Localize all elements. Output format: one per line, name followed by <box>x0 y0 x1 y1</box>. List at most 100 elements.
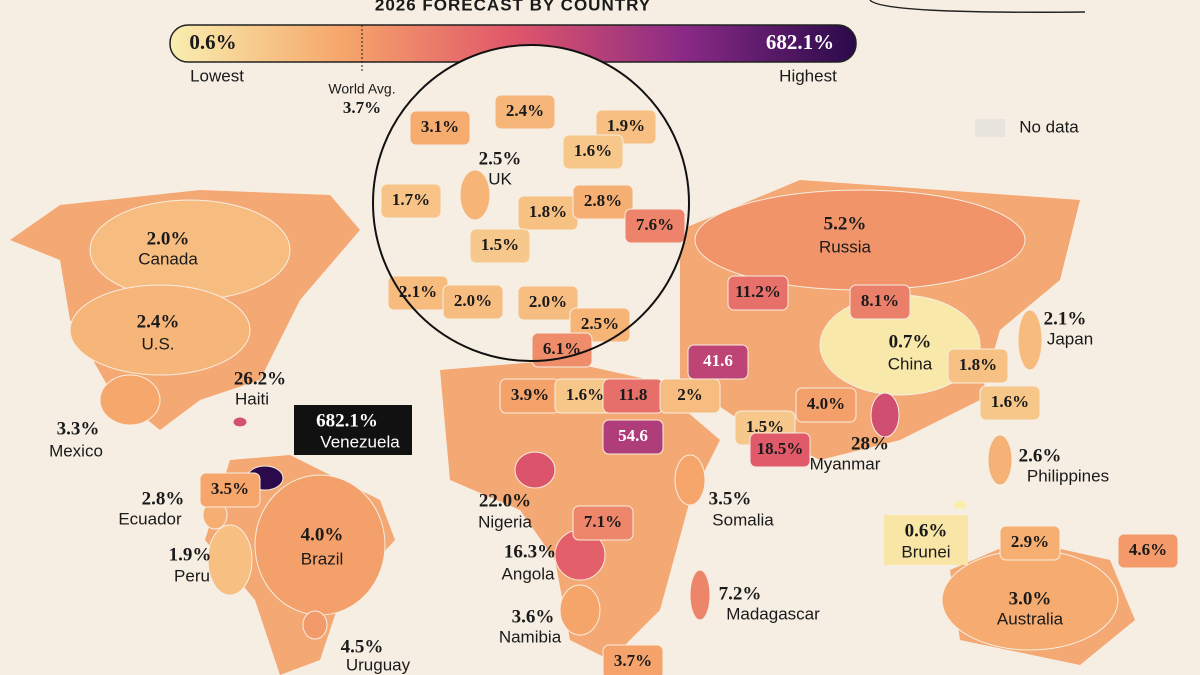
country-name: Brunei <box>901 542 950 561</box>
value-label: 41.6 <box>703 351 733 370</box>
value-label: 6.1% <box>543 339 581 358</box>
region-shape <box>572 184 634 220</box>
country-name: Peru <box>174 566 210 585</box>
country-name: Somalia <box>712 510 774 529</box>
country-name: Myanmar <box>810 454 881 473</box>
value-label: 28% <box>851 433 889 454</box>
region-shape <box>659 378 721 414</box>
value-label: 3.9% <box>511 385 549 404</box>
value-label: 1.5% <box>481 235 519 254</box>
value-label: 3.6% <box>512 606 555 627</box>
value-label: 2.8% <box>584 191 622 210</box>
country-shape <box>232 416 248 428</box>
country-shape <box>99 374 161 426</box>
region-shape <box>531 332 593 368</box>
country-name: Canada <box>138 249 198 268</box>
value-label: 26.2% <box>234 368 286 389</box>
value-label: 4.5% <box>341 636 384 657</box>
country-shape <box>459 169 491 221</box>
value-label: 3.1% <box>421 117 459 136</box>
value-label: 2.4% <box>506 101 544 120</box>
country-name: Uruguay <box>346 655 411 674</box>
value-label: 1.7% <box>392 190 430 209</box>
country-name: Angola <box>502 564 555 583</box>
value-label: 22.0% <box>479 490 531 511</box>
value-label: 4.6% <box>1129 540 1167 559</box>
country-shape <box>514 451 556 489</box>
country-name: Mexico <box>49 441 103 460</box>
value-label: 3.0% <box>1009 588 1052 609</box>
value-label: 2.5% <box>581 314 619 333</box>
value-label: 2% <box>677 385 703 404</box>
country-name: U.S. <box>141 334 174 353</box>
country-shape <box>689 569 711 621</box>
region-shape <box>409 110 471 146</box>
country-name: Australia <box>997 609 1064 628</box>
legend-low: Lowest <box>190 66 244 85</box>
value-label: 8.1% <box>861 291 899 310</box>
label-box <box>294 405 412 455</box>
region-shape <box>442 284 504 320</box>
country-shape <box>987 434 1013 486</box>
value-label: 5.2% <box>824 213 867 234</box>
country-name: Philippines <box>1027 466 1109 485</box>
value-label: 1.5% <box>746 417 784 436</box>
labels: 2.0%Canada2.4%U.S.3.3%Mexico26.2%Haiti68… <box>49 101 1167 675</box>
region-shape <box>602 644 664 675</box>
value-label: 2.0% <box>147 228 190 249</box>
country-shape <box>674 454 706 506</box>
value-label: 1.8% <box>529 202 567 221</box>
title: 2026 FORECAST BY COUNTRY <box>375 0 651 14</box>
no-data-label: No data <box>1019 117 1079 136</box>
regions <box>69 94 1179 675</box>
country-shape <box>952 499 968 511</box>
legend-max: 682.1% <box>766 30 834 54</box>
value-label: 3.5% <box>709 488 752 509</box>
country-name: UK <box>488 169 512 188</box>
legend-min: 0.6% <box>189 30 236 54</box>
value-label: 7.2% <box>719 583 762 604</box>
country-name: Nigeria <box>478 512 532 531</box>
zoom-circle <box>372 44 690 362</box>
region-shape <box>999 525 1061 561</box>
value-label: 18.5% <box>757 439 804 458</box>
value-label: 1.6% <box>574 141 612 160</box>
country-shape <box>1017 309 1043 371</box>
region-shape <box>562 134 624 170</box>
no-data-swatch <box>975 119 1005 137</box>
country-name: Madagascar <box>726 604 820 623</box>
country-name: Haiti <box>235 389 269 408</box>
value-label: 4.0% <box>301 524 344 545</box>
value-label: 1.8% <box>959 355 997 374</box>
value-label: 2.8% <box>142 488 185 509</box>
value-label: 2.0% <box>454 291 492 310</box>
value-label: 0.7% <box>889 331 932 352</box>
region-shape <box>494 94 556 130</box>
region-shape <box>849 284 911 320</box>
country-name: Brazil <box>301 549 344 568</box>
country-shape <box>207 524 253 596</box>
value-label: 2.4% <box>137 311 180 332</box>
value-label: 7.1% <box>584 512 622 531</box>
country-shape <box>559 584 601 636</box>
region-shape <box>380 183 442 219</box>
region-shape <box>947 348 1009 384</box>
value-label: 2.1% <box>399 282 437 301</box>
value-label: 11.8 <box>619 385 648 404</box>
country-name: Russia <box>819 237 872 256</box>
decor-line <box>869 0 1086 13</box>
region-shape <box>749 432 811 468</box>
region-shape <box>979 385 1041 421</box>
value-label: 1.6% <box>991 392 1029 411</box>
value-label: 2.9% <box>1011 532 1049 551</box>
value-label: 2.5% <box>479 148 522 169</box>
value-label: 3.7% <box>614 651 652 670</box>
value-label: 682.1% <box>316 410 378 431</box>
region-shape <box>795 387 857 423</box>
value-label: 2.6% <box>1019 445 1062 466</box>
value-label: 4.0% <box>807 394 845 413</box>
country-name: Japan <box>1047 329 1093 348</box>
value-label: 7.6% <box>636 215 674 234</box>
region-shape <box>1117 533 1179 569</box>
